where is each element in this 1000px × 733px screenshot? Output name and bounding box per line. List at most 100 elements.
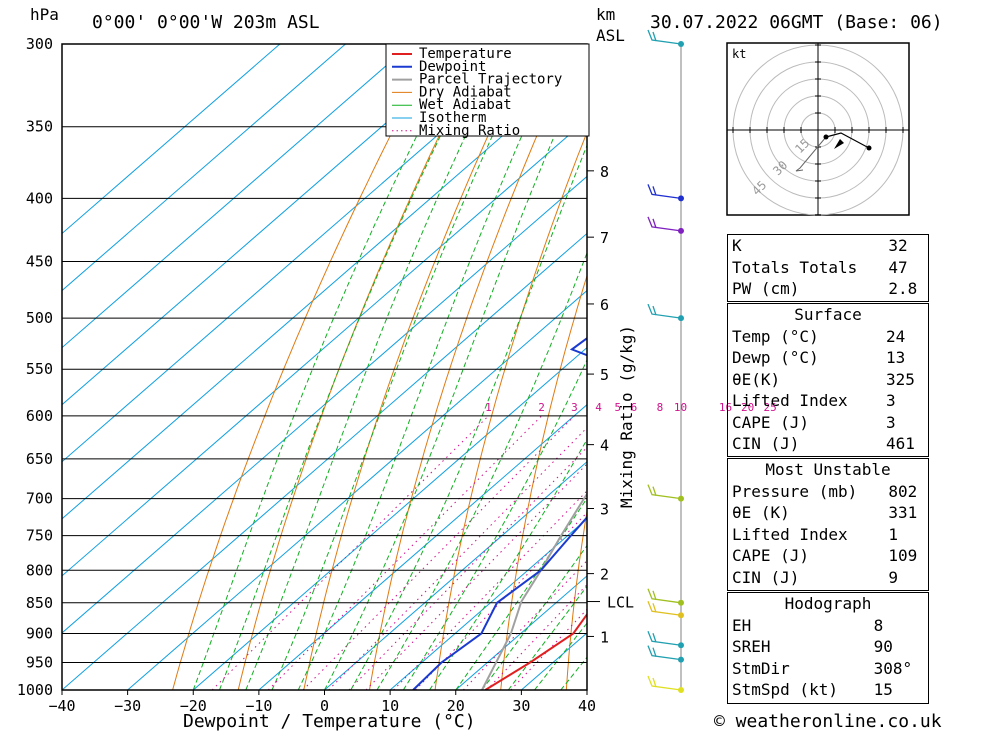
pressure-tick-label: 900 [26, 624, 53, 642]
surface-value: 325 [885, 369, 915, 389]
pressure-tick-label: 450 [26, 253, 53, 271]
mixing-ratio-line [348, 446, 587, 690]
wind-barb [647, 675, 682, 691]
table-row: Lifted Index 3 [728, 390, 928, 412]
table-row: θE(K) 325 [728, 369, 928, 391]
surface-value: 24 [885, 326, 906, 346]
x-tick-label: −10 [245, 697, 272, 715]
dewpoint-line [412, 337, 587, 690]
pressure-tick-label: 350 [26, 118, 53, 136]
isotherm-line [62, 118, 587, 577]
mixing-ratio-label: 20 [741, 401, 754, 414]
dry-adiabat-line [944, 44, 995, 690]
mixing-ratio-line [302, 415, 575, 690]
wet-adiabat-line [271, 44, 536, 690]
pressure-tick-label: 650 [26, 450, 53, 468]
hodo-value: 8 [873, 615, 884, 635]
wind-barb [647, 29, 682, 45]
most-unstable-table: Most Unstable Pressure (mb) 802 θE (K) 331… [728, 459, 928, 588]
mu-value: 802 [888, 481, 918, 501]
wind-barb-feather [652, 31, 657, 42]
surface-label: Dewp (°C) [732, 348, 819, 367]
km-unit-label: km [596, 5, 615, 24]
hodo-label: EH [732, 615, 752, 635]
mu-label: θE (K) [732, 503, 790, 522]
axes-text: 3003504004505005506006507007508008509009… [17, 35, 634, 715]
storm-motion-marker [834, 139, 844, 149]
dry-adiabat-line [237, 44, 485, 690]
table-row: θE (K) 331 [728, 502, 928, 524]
table-row: Dewp (°C) 13 [728, 347, 928, 369]
table-row: Totals Totals 47 [728, 257, 928, 279]
hodograph-unit-label: kt [732, 47, 746, 61]
mixing-ratio-line [365, 463, 587, 690]
hodo-value: 90 [873, 637, 893, 656]
pressure-tick-label: 400 [26, 189, 53, 207]
indices-box: K 32 Totals Totals 47 PW (cm) 2.8 [727, 234, 929, 302]
pressure-tick-label: 500 [26, 309, 53, 327]
x-tick-label: 30 [512, 697, 530, 715]
isotherm-line [389, 518, 587, 690]
table-row: CIN (J) 461 [728, 433, 928, 455]
wet-adiabat-line [507, 585, 587, 690]
isotherm-line [62, 44, 412, 349]
hodo-value: 308° [873, 658, 913, 678]
hodo-label: StmDir [732, 658, 790, 678]
x-tick-label: −20 [180, 697, 207, 715]
wind-barb-feather [652, 218, 657, 229]
date-title: 30.07.2022 06GMT (Base: 06) [650, 12, 943, 33]
pressure-tick-label: 550 [26, 360, 53, 378]
x-tick-label: 20 [447, 697, 465, 715]
wet-adiabat-line [192, 44, 464, 690]
isotherm-line [62, 44, 543, 463]
isotherm-line [62, 61, 587, 520]
mixing-ratio-labels: 123456810162025 [485, 401, 777, 414]
legend-label: Dry Adiabat [419, 84, 512, 100]
parcel-trajectory-line [481, 492, 587, 690]
isotherm-line [127, 289, 587, 690]
mixing-ratio-label: 4 [595, 401, 602, 414]
surface-title: Surface [794, 305, 862, 324]
most-unstable-box: Most Unstable Pressure (mb) 802 θE (K) 331… [727, 458, 929, 591]
index-value: 2.8 [888, 279, 918, 298]
hodo-value: 15 [873, 680, 893, 699]
lcl-label: LCL [607, 594, 634, 612]
surface-value: 461 [885, 434, 915, 453]
mixing-ratio-axis-label: Mixing Ratio (g/kg) [617, 325, 636, 508]
mixing-ratio-line [267, 415, 542, 690]
hodo-label: SREH [732, 637, 771, 656]
surface-table: Surface Temp (°C) 24 Dewp (°C) 13 θE(K) 325… [728, 304, 928, 455]
table-row: EH 8 [728, 615, 928, 637]
height-tick-label: 1 [600, 628, 609, 646]
wind-barb-feather [652, 305, 657, 316]
wind-barb-feather [652, 633, 657, 643]
mu-label: CIN (J) [732, 567, 800, 587]
hodograph-trace [825, 132, 870, 149]
legend-label: Wet Adiabat [419, 97, 512, 113]
table-row: Most Unstable [728, 459, 928, 481]
mixing-ratio-label: 8 [657, 401, 664, 414]
wind-barb [647, 601, 682, 616]
wet-adiabat-line [455, 497, 587, 690]
hpa-unit-label: hPa [30, 5, 59, 24]
pressure-tick-label: 700 [26, 490, 53, 508]
table-row: CIN (J) 9 [728, 567, 928, 589]
indices-table: K 32 Totals Totals 47 PW (cm) 2.8 [728, 235, 928, 300]
height-tick-label: 7 [600, 229, 609, 247]
surface-value: 3 [885, 391, 896, 410]
table-row: CAPE (J) 3 [728, 412, 928, 434]
table-row: SREH 90 [728, 636, 928, 658]
wind-barb-feather [652, 603, 657, 613]
table-row: CAPE (J) 109 [728, 545, 928, 567]
wind-barb-feather [652, 677, 657, 688]
hodo-label: StmSpd (kt) [732, 680, 838, 699]
mixing-ratio-line [328, 426, 587, 690]
wet-adiabat-line [219, 44, 487, 690]
location-title: 0°00' 0°00'W 203m ASL [92, 12, 320, 33]
dry-adiabat-line [565, 508, 587, 690]
surface-value: 3 [885, 412, 896, 432]
wind-barb [647, 588, 682, 604]
asl-unit-label: ASL [596, 26, 625, 45]
hodograph-point [823, 134, 829, 140]
